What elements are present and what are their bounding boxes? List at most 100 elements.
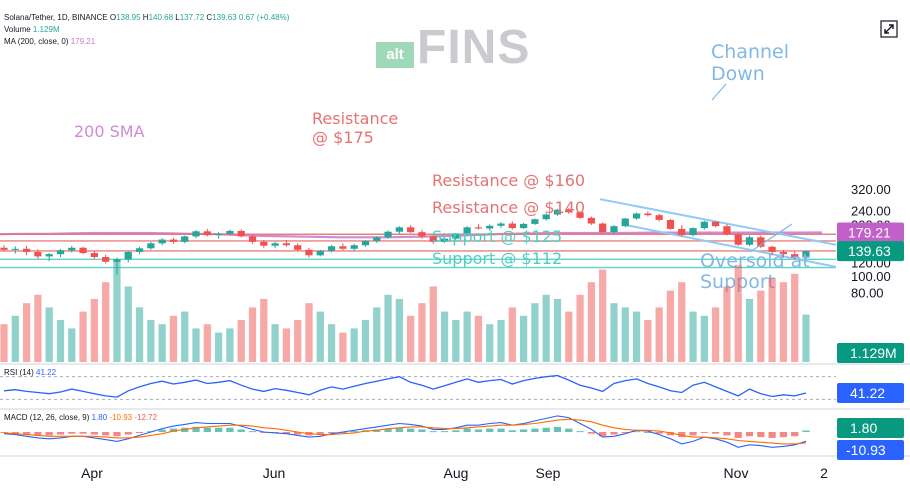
macd-badge-0: 1.80: [850, 420, 877, 436]
volume-bar: [34, 294, 42, 362]
candle: [452, 233, 460, 239]
ma-legend: MA (200, close, 0) 179.21: [4, 37, 95, 46]
candle: [576, 212, 584, 218]
candle: [531, 219, 539, 224]
candle: [260, 241, 268, 246]
candle: [700, 221, 708, 229]
candle: [361, 240, 370, 246]
macd-hist-bar: [214, 427, 223, 432]
volume-bar: [802, 314, 810, 362]
macd-hist-bar: [757, 432, 765, 438]
candle: [519, 223, 528, 229]
sma-annotation: 200 SMA: [74, 122, 145, 141]
candle: [791, 254, 799, 258]
volume-bar: [723, 286, 731, 362]
time-tick: Sep: [536, 465, 561, 481]
volume-bar: [565, 311, 573, 362]
rsi-badge-bg: [837, 382, 904, 403]
ohlc-h-value: 140.68: [148, 13, 174, 22]
candle: [723, 226, 731, 235]
volume-bar: [361, 320, 370, 362]
volume-bar: [56, 320, 65, 362]
candle: [373, 237, 381, 241]
rsi-line: [3, 374, 807, 398]
ohlc-c-key: C: [206, 13, 213, 22]
volume-bar: [463, 311, 471, 362]
volume-bar: [632, 311, 641, 362]
volume-bar: [350, 328, 358, 362]
volume-bar: [237, 320, 245, 362]
macd-hist-bar: [350, 431, 358, 433]
candle: [610, 226, 618, 233]
price-badge-bg-0: [837, 222, 904, 243]
volume-bar: [45, 307, 53, 362]
ohlc-c-value: 139.63: [212, 13, 237, 22]
macd-hist-bar: [68, 432, 76, 434]
volume-bar: [373, 307, 381, 362]
volume-bar: [327, 324, 336, 362]
candle: [474, 227, 483, 229]
macd-hist-bar: [768, 432, 776, 438]
volume-bar: [294, 320, 302, 362]
macd-legend: MACD (12, 26, close, 9) 1.80 -10.93 -12.…: [4, 413, 157, 422]
volume-bar: [610, 303, 618, 362]
ma-label: MA (200, close, 0): [4, 37, 69, 46]
volume-bar: [429, 286, 437, 362]
ohlc-o-value: 138.95: [116, 13, 141, 22]
volume-bar: [689, 311, 697, 362]
candle: [712, 221, 720, 227]
candle: [350, 245, 358, 249]
macd-hist-bar: [678, 432, 686, 438]
candle: [779, 251, 788, 255]
volume-bar: [339, 332, 347, 362]
macd-hist-bar: [791, 432, 799, 437]
volume-bar: [226, 328, 234, 362]
candle: [22, 248, 31, 252]
time-tick: Apr: [81, 465, 103, 481]
candle: [169, 239, 178, 242]
price-badge-0: 179.21: [848, 224, 891, 240]
candle: [542, 214, 550, 220]
candle: [147, 243, 155, 249]
volume-bar: [79, 311, 87, 362]
price-tick: 320.00: [851, 182, 891, 197]
macd-hist-bar: [779, 432, 788, 438]
macd-hist-bar: [113, 432, 121, 437]
oversold-annotation: Oversold at: [700, 250, 810, 272]
macd-hist-bar: [124, 432, 132, 435]
volume-bar: [700, 315, 708, 362]
volume-bar: [384, 294, 392, 362]
macd-badge-1: -10.93: [846, 442, 886, 458]
candle: [587, 217, 596, 224]
macd-hist-bar: [282, 432, 291, 434]
macd-hist-bar: [745, 432, 754, 437]
volume-bar: [666, 290, 675, 362]
macd-signal-line: [3, 418, 807, 445]
volume-bar: [418, 303, 426, 362]
volume-bar: [542, 294, 550, 362]
macd-hist-bar: [203, 427, 211, 432]
macd-hist-bar: [158, 429, 166, 432]
candle: [689, 228, 697, 236]
macd-hist-bar: [90, 432, 98, 435]
rsi-label: RSI (14): [4, 368, 34, 377]
channel-annotation: Channel: [711, 41, 789, 63]
candle: [158, 239, 166, 244]
expand-icon[interactable]: [880, 20, 898, 38]
candle: [248, 236, 257, 242]
macd-hist-bar: [248, 431, 257, 433]
candle: [497, 223, 505, 226]
macd-value: 1.80: [91, 413, 108, 422]
macd-hist-bar: [0, 432, 8, 433]
macd-hist-bar: [644, 432, 652, 433]
volume-bar: [0, 324, 8, 362]
time-tick: Nov: [724, 465, 749, 481]
macd-hist-bar: [542, 427, 550, 432]
oversold-pointer: [749, 223, 793, 253]
macd-hist-bar: [802, 430, 810, 432]
candle: [305, 249, 313, 256]
channel-pointer: [711, 83, 727, 101]
candle: [135, 248, 144, 252]
price-tick: 80.00: [851, 286, 884, 301]
